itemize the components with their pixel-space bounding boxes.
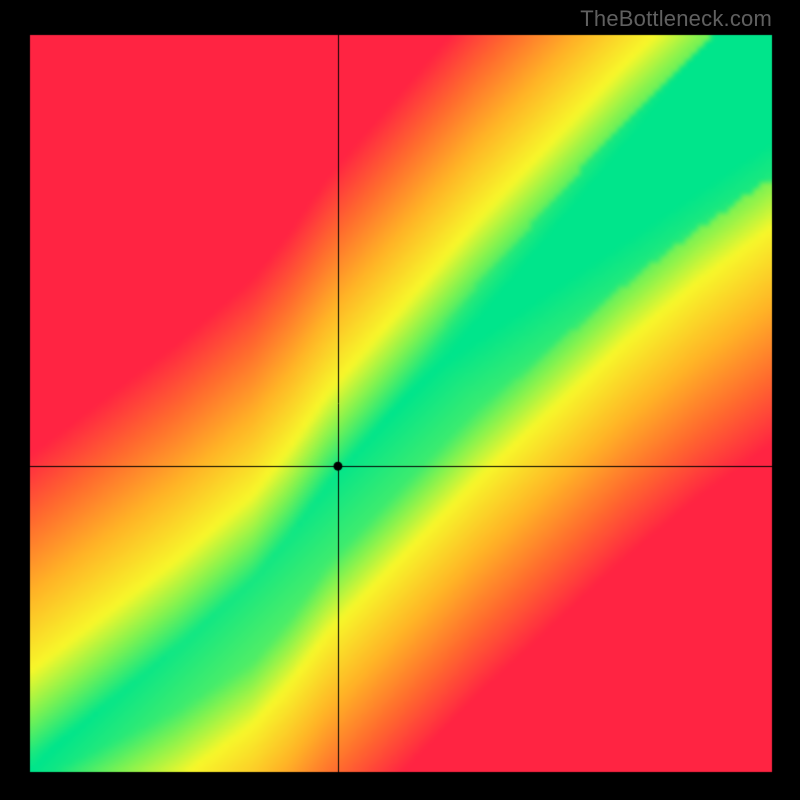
watermark-text: TheBottleneck.com (580, 6, 772, 32)
heatmap-canvas (0, 0, 800, 800)
